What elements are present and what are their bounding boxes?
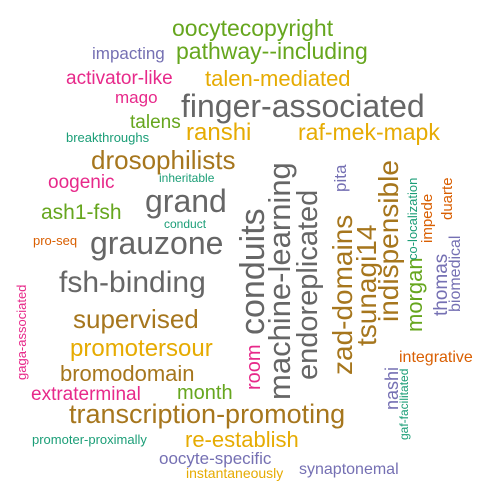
word-indispensible: indispensible: [373, 160, 404, 322]
word-talen-mediated: talen-mediated: [205, 66, 351, 91]
word-gaga-associated: gaga-associated: [14, 284, 29, 380]
word-bromodomain: bromodomain: [60, 361, 195, 386]
word-finger-associated: finger-associated: [181, 88, 425, 124]
word-instantaneously: instantaneously: [186, 465, 284, 481]
word-transcription-promoting: transcription-promoting: [69, 399, 346, 429]
word-talens: talens: [130, 112, 181, 133]
word-grand: grand: [145, 183, 227, 219]
word-extraterminal: extraterminal: [31, 384, 141, 405]
word-fsh-binding: fsh-binding: [59, 266, 206, 299]
word-mago: mago: [115, 88, 158, 107]
word-impede: impede: [419, 193, 436, 243]
word-oogenic: oogenic: [48, 172, 115, 193]
word-pro-seq: pro-seq: [33, 233, 78, 248]
word-impacting: impacting: [92, 44, 165, 63]
word-conduct: conduct: [164, 217, 207, 231]
word-biomedical: biomedical: [447, 235, 464, 312]
word-endoreplicated: endoreplicated: [292, 189, 324, 380]
word-synaptonemal: synaptonemal: [299, 461, 399, 478]
word-oocytecopyright: oocytecopyright: [172, 15, 334, 41]
word-drosophilists: drosophilists: [91, 145, 236, 175]
word-supervised: supervised: [73, 304, 199, 334]
word-breakthroughs: breakthroughs: [66, 130, 150, 145]
word-oocyte-specific: oocyte-specific: [159, 449, 272, 468]
word-ranshi: ranshi: [186, 119, 252, 146]
word-pita: pita: [331, 164, 350, 192]
word-inheritable: inheritable: [159, 171, 215, 185]
word-room: room: [243, 344, 265, 390]
word-month: month: [177, 382, 233, 404]
word-promotersour: promotersour: [70, 335, 213, 362]
word-raf-mek-mapk: raf-mek-mapk: [298, 119, 440, 145]
word-grauzone: grauzone: [90, 225, 224, 261]
word-co-localization: co-localization: [405, 177, 420, 260]
word-activator-like: activator-like: [66, 68, 173, 89]
word-ash1-fsh: ash1-fsh: [41, 201, 122, 224]
word-pathway-including: pathway--including: [176, 38, 368, 64]
word-promoter-proximally: promoter-proximally: [32, 432, 147, 447]
word-re-establish: re-establish: [185, 427, 299, 452]
word-integrative: integrative: [399, 349, 473, 366]
word-duarte: duarte: [439, 177, 456, 220]
word-gaf-facilitated: gaf-facilitated: [397, 368, 411, 440]
word-machine-learning: machine-learning: [262, 162, 297, 400]
word-morgan: morgan: [402, 257, 427, 332]
